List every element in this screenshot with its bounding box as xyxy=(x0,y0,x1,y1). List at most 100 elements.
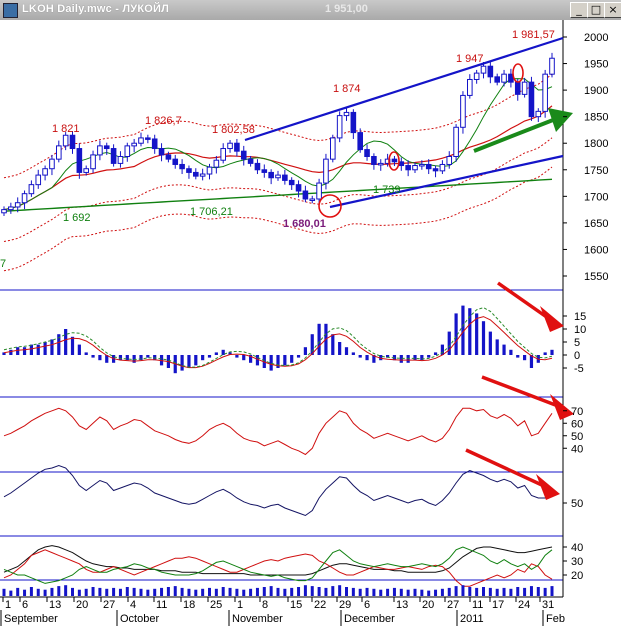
title-bar[interactable]: LKOH Daily.mwc - ЛУКОЙЛ 1 951,00 _ □ × xyxy=(0,0,621,21)
top-marker-ellipse xyxy=(512,63,524,83)
candle-body xyxy=(206,166,213,175)
candle-body xyxy=(391,158,398,163)
volume-bar xyxy=(64,585,68,596)
candle-body xyxy=(288,179,295,186)
macd-bar xyxy=(22,347,27,355)
macd-bar xyxy=(433,352,438,355)
macd-bar xyxy=(91,355,95,358)
date-tick-label: 11 xyxy=(472,599,483,611)
date-tick-label: 4 xyxy=(130,599,136,611)
price-annotation: 1 874 xyxy=(333,83,361,95)
macd-bar xyxy=(413,355,417,361)
date-tick-label: 13 xyxy=(49,599,61,611)
volume-bar xyxy=(23,589,27,596)
candle-body xyxy=(350,111,357,134)
macd-bar xyxy=(365,355,369,361)
minimize-button[interactable]: _ xyxy=(570,2,588,18)
macd-bar xyxy=(550,349,554,355)
macd-axis-label: 5 xyxy=(574,337,580,349)
price-annotation: 1 692 xyxy=(63,212,91,224)
volume-bar xyxy=(283,588,287,596)
macd-bar xyxy=(77,344,81,355)
upper-band-line xyxy=(3,73,553,179)
candle-body xyxy=(528,81,535,118)
macd-bar xyxy=(29,344,33,355)
macd-bar xyxy=(379,355,383,361)
price-axis-label: 1750 xyxy=(584,165,608,177)
price-annotation: 1 680,01 xyxy=(283,218,326,230)
macd-bar xyxy=(64,329,68,355)
macd-bar xyxy=(125,355,129,361)
macd-axis-label: 0 xyxy=(574,350,580,362)
date-tick-label: 6 xyxy=(22,599,28,611)
outer-band-line xyxy=(3,166,553,272)
macd-bar xyxy=(214,352,218,355)
date-tick-label: 29 xyxy=(339,599,351,611)
volume-bar xyxy=(221,587,225,596)
month-label: November xyxy=(232,613,283,625)
candle-body xyxy=(535,110,542,118)
candle-body xyxy=(302,190,309,200)
macd-bar xyxy=(207,355,212,358)
candle-body xyxy=(90,154,96,170)
volume-bar xyxy=(523,587,527,596)
volume-bar xyxy=(324,587,328,596)
macd-bar xyxy=(488,331,492,355)
date-tick-label: 11 xyxy=(156,599,167,611)
price-annotation: 1 821 xyxy=(52,123,80,135)
macd-bar xyxy=(146,355,150,358)
date-tick-label: 13 xyxy=(396,599,408,611)
macd-bar xyxy=(351,352,355,355)
candle-body xyxy=(21,193,28,204)
price-axis-label: 1900 xyxy=(584,85,608,97)
price-annotation: 1 947 xyxy=(456,53,484,65)
candle-body xyxy=(487,65,494,78)
volume-bar xyxy=(228,587,232,596)
candle-body xyxy=(131,142,137,147)
close-button[interactable]: × xyxy=(604,2,621,18)
candle-body xyxy=(330,137,336,160)
volume-bar xyxy=(392,587,396,596)
macd-bar xyxy=(194,355,198,366)
volume-bar xyxy=(440,588,444,596)
volume-bar xyxy=(9,590,13,596)
volume-bar xyxy=(454,586,458,596)
date-tick-label: 25 xyxy=(210,599,222,611)
macd-bar xyxy=(2,352,6,355)
candle-body xyxy=(124,145,131,157)
volume-bar xyxy=(43,589,47,596)
candle-body xyxy=(261,169,268,173)
macd-bar xyxy=(338,342,342,355)
price-annotation: 7 xyxy=(0,258,6,270)
macd-bar xyxy=(509,349,513,355)
macd-bar xyxy=(372,355,376,363)
candle-body xyxy=(336,115,343,139)
stochastic-line xyxy=(3,464,553,517)
candle-body xyxy=(494,76,500,83)
macd-bar xyxy=(310,334,314,355)
candle-body xyxy=(110,148,117,164)
macd-bar xyxy=(317,323,321,355)
volume-bar xyxy=(262,587,266,596)
price-annotation: 1 826,7 xyxy=(145,115,182,127)
dmi-line xyxy=(3,549,553,587)
rsi-axis-label: 50 xyxy=(571,431,583,443)
macd-bar xyxy=(50,339,54,355)
candle-body xyxy=(282,174,288,181)
lower-channel-line xyxy=(329,154,564,209)
macd-bar xyxy=(180,355,184,371)
volume-bar xyxy=(112,587,116,596)
macd-bar xyxy=(201,355,205,361)
volume-bar xyxy=(550,586,554,596)
candle-body xyxy=(8,206,14,211)
stochastic-axis-label: 50 xyxy=(571,498,583,510)
volume-bar xyxy=(290,587,294,596)
volume-bar xyxy=(345,587,348,596)
price-axis-label: 1550 xyxy=(584,271,608,283)
dmi-line xyxy=(3,546,553,584)
macd-bar xyxy=(290,355,294,363)
candle-body xyxy=(193,171,199,177)
dmi-axis-label: 40 xyxy=(571,542,583,554)
candle-body xyxy=(460,94,466,128)
month-label: Feb xyxy=(546,613,565,625)
